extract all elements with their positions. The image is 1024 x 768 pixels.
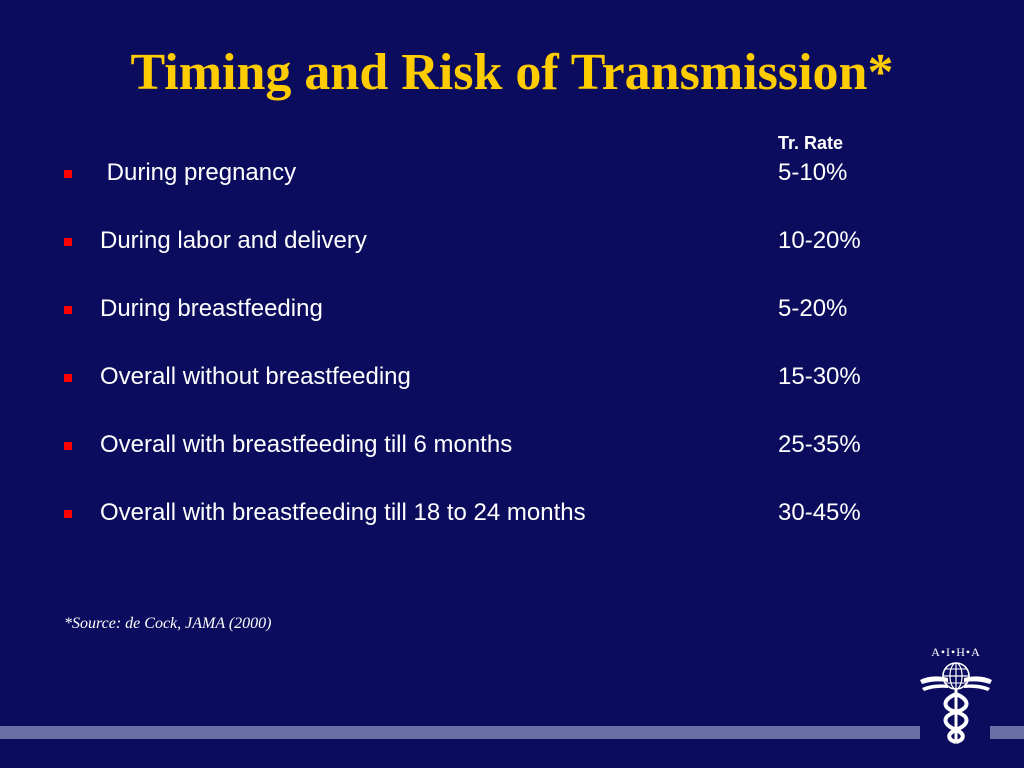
- bullet-square-icon: [64, 442, 72, 450]
- list-item: Overall with breastfeeding till 6 months…: [0, 428, 1024, 462]
- bullet-label: Overall with breastfeeding till 18 to 24…: [100, 499, 586, 526]
- bullet-rate-value: 5-10%: [778, 159, 848, 186]
- bullet-label: During pregnancy: [100, 159, 297, 186]
- list-item: Overall without breastfeeding 15-30%: [0, 360, 1024, 394]
- list-item: During labor and delivery 10-20%: [0, 224, 1024, 258]
- bullet-rate-value: 5-20%: [778, 295, 848, 322]
- list-item: During breastfeeding 5-20%: [0, 292, 1024, 326]
- caduceus-globe-icon: [920, 662, 992, 744]
- bullet-square-icon: [64, 306, 72, 314]
- list-item: Overall with breastfeeding till 18 to 24…: [0, 496, 1024, 530]
- footer-bar-end: [990, 726, 1024, 739]
- slide-title: Timing and Risk of Transmission*: [130, 44, 894, 101]
- aiha-logo: A•I•H•A: [918, 644, 994, 744]
- bullet-square-icon: [64, 510, 72, 518]
- bullet-rate-value: 10-20%: [778, 227, 861, 254]
- bullet-square-icon: [64, 374, 72, 382]
- list-item: During pregnancy 5-10%: [0, 156, 1024, 190]
- logo-text: A•I•H•A: [931, 645, 981, 659]
- rate-column-header: Tr. Rate: [778, 133, 844, 153]
- bullet-rate-value: 15-30%: [778, 363, 861, 390]
- bullet-square-icon: [64, 238, 72, 246]
- bullet-label: During breastfeeding: [100, 295, 323, 322]
- bullet-rate-value: 30-45%: [778, 499, 861, 526]
- bullet-rate-value: 25-35%: [778, 431, 861, 458]
- bullet-square-icon: [64, 170, 72, 178]
- bullet-label: Overall without breastfeeding: [100, 363, 411, 390]
- bullet-label: During labor and delivery: [100, 227, 367, 254]
- footer-bar: [0, 726, 920, 739]
- source-citation: *Source: de Cock, JAMA (2000): [64, 615, 272, 632]
- bullet-list: During pregnancy 5-10% During labor and …: [0, 156, 1024, 530]
- bullet-label: Overall with breastfeeding till 6 months: [100, 431, 513, 458]
